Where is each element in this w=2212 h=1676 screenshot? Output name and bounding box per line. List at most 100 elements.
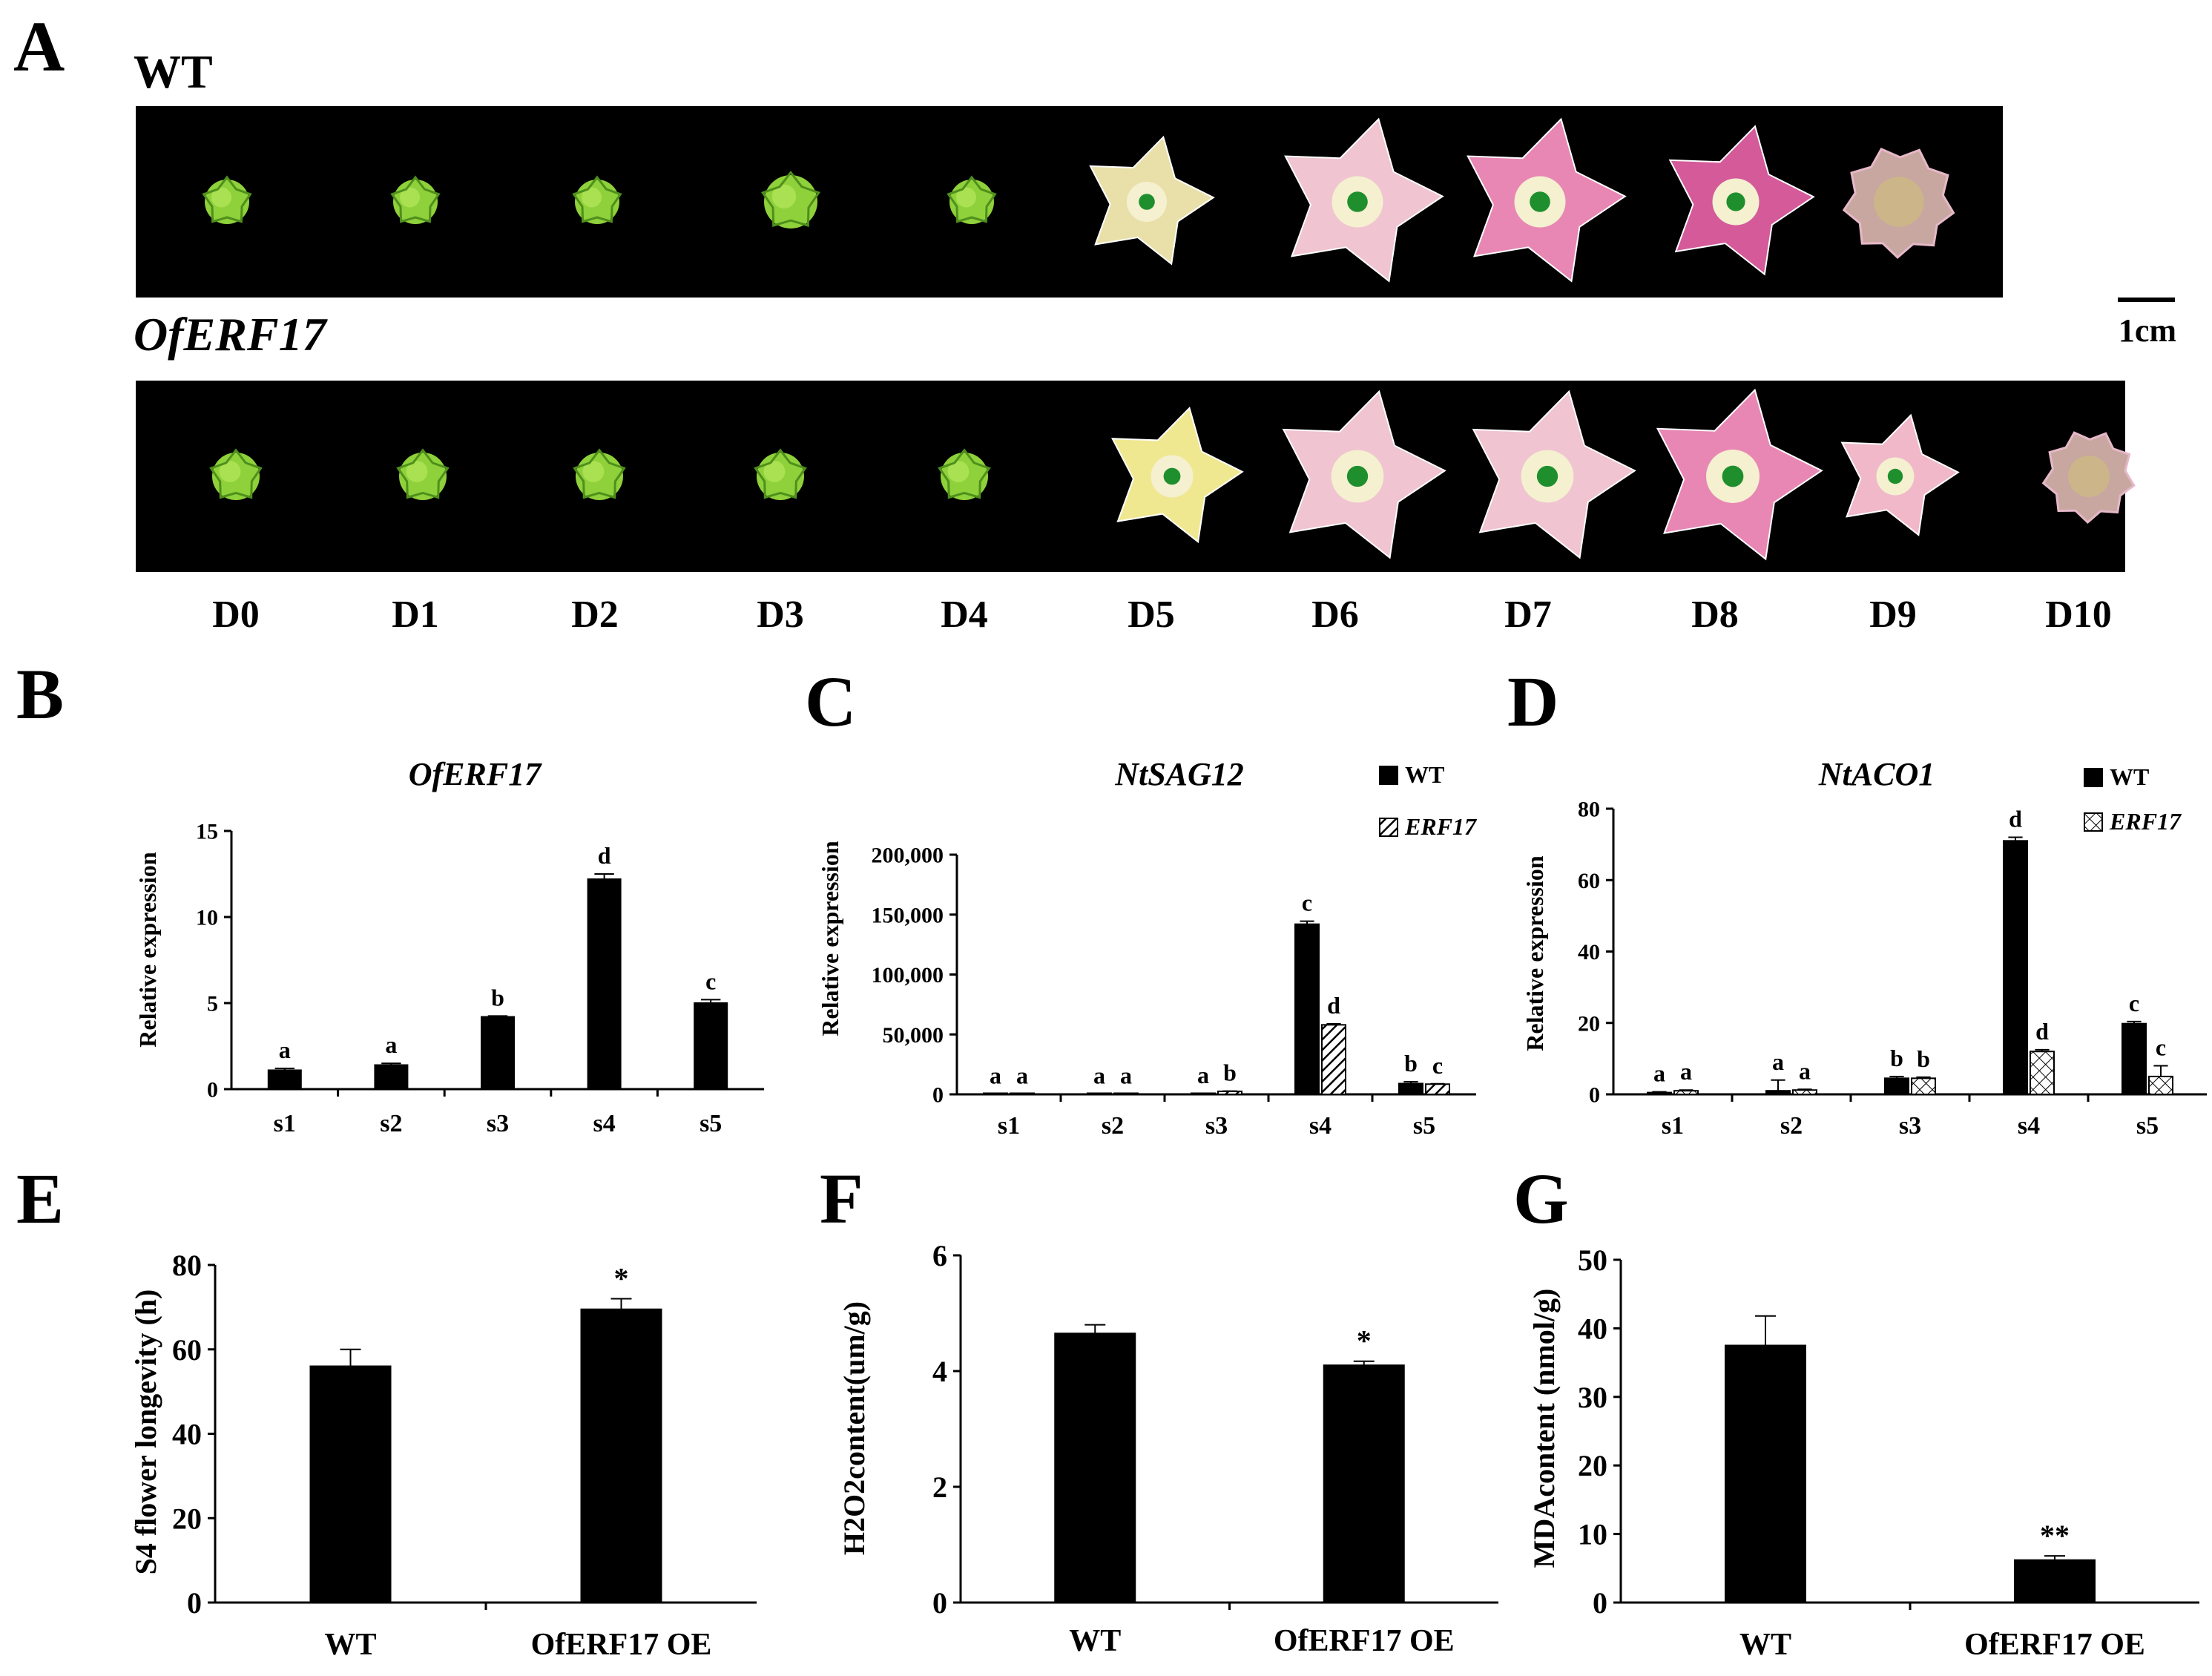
chart-f-ytick-label: 2 bbox=[932, 1470, 947, 1504]
chart-d-significance-label: a bbox=[1772, 1048, 1784, 1075]
day-label-d1: D1 bbox=[392, 594, 439, 636]
oe-flower-d4-highlight bbox=[947, 461, 970, 482]
chart-b-bar-oferf17-s4 bbox=[587, 878, 622, 1090]
chart-d-ytick-label: 40 bbox=[1578, 940, 1600, 964]
chart-d-bar-wt-s2 bbox=[1765, 1090, 1791, 1095]
chart-f-h2o2: 0 2 4 6 WT OfERF17 OE * H2O2content(um/g) bbox=[837, 1239, 1498, 1658]
oe-flower-d8-stigma bbox=[1722, 465, 1744, 487]
oe-flower-d4-sepals bbox=[938, 448, 991, 499]
chart-c-legend-label: ERF17 bbox=[1404, 813, 1478, 840]
chart-d-bar-erf17-s2 bbox=[1792, 1089, 1817, 1095]
chart-g-bar-mda-oferf17-oe bbox=[2014, 1559, 2096, 1603]
chart-c-significance-label: d bbox=[1327, 992, 1340, 1019]
chart-g-bar-mda-wt bbox=[1725, 1344, 1806, 1603]
chart-d-ytick-label: 0 bbox=[1589, 1083, 1600, 1108]
chart-e-significance-label: * bbox=[614, 1262, 629, 1295]
chart-c-category-label: s1 bbox=[998, 1112, 1020, 1140]
chart-d-bar-wt-s3 bbox=[1884, 1077, 1909, 1095]
chart-f-y-axis-label: H2O2content(um/g) bbox=[837, 1301, 871, 1555]
panel-label-g: G bbox=[1513, 1159, 1569, 1238]
wt-flower-d9-center bbox=[1874, 177, 1924, 227]
chart-e-bar-longevity-wt bbox=[309, 1365, 392, 1603]
chart-g-ytick-label: 0 bbox=[1593, 1586, 1607, 1620]
day-label-d9: D9 bbox=[1869, 594, 1917, 636]
chart-c-significance-label: a bbox=[1093, 1062, 1105, 1088]
chart-c-significance-label: a bbox=[1120, 1062, 1132, 1088]
oe-flower-d9-stigma bbox=[1887, 468, 1903, 484]
chart-b-bar-oferf17-s1 bbox=[267, 1069, 302, 1090]
wt-flower-d2-sepals bbox=[572, 175, 622, 223]
chart-b-bar-oferf17-s2 bbox=[374, 1064, 409, 1091]
chart-f-bar-h2o2-wt bbox=[1054, 1332, 1136, 1604]
chart-g-ytick-label: 50 bbox=[1578, 1243, 1607, 1277]
chart-c-bar-erf17-s5 bbox=[1425, 1083, 1450, 1095]
chart-c-ytick-label: 200,000 bbox=[872, 844, 944, 868]
day-label-d0: D0 bbox=[212, 594, 260, 636]
chart-d-category-label: s4 bbox=[2018, 1112, 2040, 1140]
wt-flower-d1-highlight bbox=[400, 187, 420, 208]
chart-g-category-label: WT bbox=[1739, 1628, 1791, 1662]
wt-flower-d7-stigma bbox=[1530, 191, 1550, 212]
chart-b-ytick-label: 10 bbox=[196, 906, 218, 930]
chart-c-ytick-label: 100,000 bbox=[872, 963, 944, 987]
chart-c-ytick-label: 0 bbox=[932, 1083, 944, 1108]
oe-flower-d0-sepals bbox=[209, 448, 263, 499]
chart-d-significance-label: d bbox=[2035, 1018, 2049, 1045]
chart-f-category-label: WT bbox=[1069, 1624, 1121, 1658]
chart-b-category-label: s5 bbox=[700, 1110, 722, 1137]
chart-b-ytick-label: 5 bbox=[207, 992, 218, 1016]
wt-flower-d6-stigma bbox=[1347, 191, 1368, 212]
day-label-d3: D3 bbox=[757, 594, 804, 636]
wt-flower-d3-highlight bbox=[771, 184, 797, 208]
chart-c-significance-label: c bbox=[1302, 890, 1312, 916]
oe-flower-d1-highlight bbox=[406, 461, 428, 482]
chart-d-category-label: s1 bbox=[1662, 1112, 1684, 1140]
chart-d-bar-erf17-s5 bbox=[2148, 1075, 2173, 1095]
chart-g-significance-label: ** bbox=[2040, 1519, 2070, 1552]
chart-c-bar-wt-s5 bbox=[1398, 1082, 1423, 1095]
panel-a: A WT OfERF17 1cm D0 D1 D2 D3 D4 D5 D6 D7 D8 D9 D10 bbox=[13, 7, 2176, 636]
chart-c-ytick-label: 150,000 bbox=[872, 903, 944, 927]
chart-d-legend-swatch bbox=[2084, 812, 2103, 832]
chart-e-category-label: OfERF17 OE bbox=[531, 1628, 712, 1662]
chart-b-ytick-label: 15 bbox=[196, 820, 218, 844]
chart-d-legend-label: ERF17 bbox=[2109, 808, 2182, 835]
chart-c-significance-label: b bbox=[1404, 1050, 1418, 1077]
chart-e-y-axis-label: S4 flower longevity (h) bbox=[129, 1289, 162, 1575]
wt-flower-d0-highlight bbox=[211, 187, 231, 208]
chart-d-y-axis-label: Relative expression bbox=[1521, 855, 1548, 1051]
scale-bar-label: 1cm bbox=[2119, 312, 2176, 349]
chart-g-mda: 0 10 20 30 40 50 WT OfERF17 OE ** MDAcontent (nmo… bbox=[1527, 1243, 2199, 1662]
chart-d-bar-wt-s4 bbox=[2003, 840, 2028, 1095]
chart-d-significance-label: b bbox=[1917, 1045, 1930, 1072]
oe-flower-d3-highlight bbox=[763, 461, 786, 482]
oe-flower-d7-stigma bbox=[1536, 465, 1558, 487]
day-label-d10: D10 bbox=[2045, 594, 2112, 636]
oe-flower-d2-sepals bbox=[573, 448, 626, 499]
chart-e-longevity: 0 20 40 60 80 WT OfERF17 OE * S4 flower longevit… bbox=[129, 1249, 757, 1662]
chart-e-ytick-label: 20 bbox=[172, 1502, 202, 1535]
panel-label-e: E bbox=[16, 1159, 64, 1238]
chart-d-significance-label: c bbox=[2129, 990, 2139, 1016]
chart-g-y-axis-label: MDAcontent (nmol/g) bbox=[1527, 1289, 1561, 1568]
day-labels: D0 D1 D2 D3 D4 D5 D6 D7 D8 D9 D10 bbox=[212, 594, 2112, 636]
panel-label-b: B bbox=[16, 654, 64, 734]
chart-b-significance-label: c bbox=[705, 967, 716, 994]
chart-d-significance-label: b bbox=[1890, 1045, 1903, 1071]
chart-d-category-label: s2 bbox=[1780, 1112, 1803, 1140]
wt-flower-d5-stigma bbox=[1139, 194, 1155, 210]
chart-c-category-label: s3 bbox=[1205, 1112, 1228, 1140]
day-label-d7: D7 bbox=[1504, 594, 1552, 636]
chart-c-significance-label: a bbox=[1197, 1062, 1209, 1088]
wt-flower-d8-stigma bbox=[1726, 192, 1745, 211]
oe-flower-d10-center bbox=[2068, 456, 2110, 497]
chart-b-bar-oferf17-s5 bbox=[694, 1002, 728, 1090]
wt-flower-d1-sepals bbox=[390, 175, 441, 223]
chart-b-significance-label: a bbox=[279, 1036, 291, 1063]
chart-d-bar-wt-s1 bbox=[1647, 1091, 1672, 1095]
chart-f-bar-h2o2-oferf17-oe bbox=[1323, 1364, 1405, 1603]
chart-e-bar-longevity-oferf17-oe bbox=[580, 1308, 662, 1603]
